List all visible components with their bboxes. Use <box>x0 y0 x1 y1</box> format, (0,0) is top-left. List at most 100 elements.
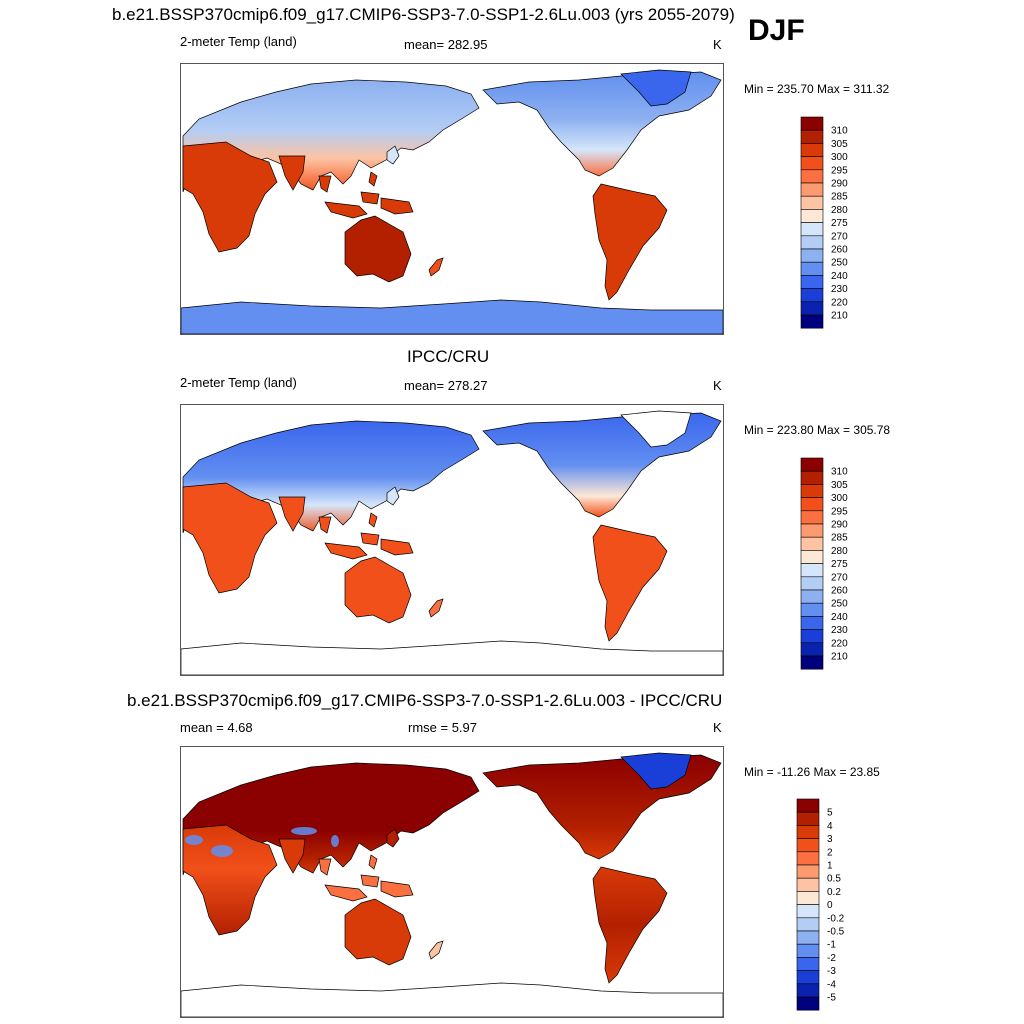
landmass-greenland <box>620 752 692 790</box>
colorbar-box <box>796 891 820 905</box>
colorbar-box <box>796 943 820 958</box>
landmass-africa <box>182 141 278 253</box>
colorbar-box <box>800 484 824 498</box>
colorbar-box <box>800 536 824 551</box>
landmass-antarctica <box>181 299 723 334</box>
colorbar-box <box>800 550 824 564</box>
panel-2-title: IPCC/CRU <box>407 347 490 366</box>
cold-bias-patch <box>211 845 233 857</box>
cold-bias-patch <box>291 827 317 835</box>
colorbar-box <box>796 877 820 892</box>
landmass-seasia <box>318 171 414 219</box>
colorbar-box <box>796 983 820 998</box>
landmass-samerica <box>592 524 668 642</box>
colorbar-box <box>796 957 820 971</box>
colorbar-tick-label: 285 <box>831 533 848 544</box>
colorbar-box <box>796 838 820 853</box>
colorbar-box <box>800 209 824 223</box>
landmass-samerica <box>592 183 668 301</box>
colorbar-tick-label: 230 <box>831 625 848 636</box>
panel-3-map <box>180 746 724 1018</box>
colorbar-box <box>800 248 824 263</box>
panel-3-minmax-label: Min = -11.26 Max = 23.85 <box>744 765 880 779</box>
landmass-antarctica <box>181 640 723 675</box>
colorbar-box <box>800 470 824 485</box>
colorbar-box <box>800 497 824 512</box>
colorbar-box <box>800 275 824 289</box>
landmass-greenland <box>620 69 692 107</box>
landmass-india <box>278 155 306 191</box>
colorbar-tick-label: 250 <box>831 258 848 269</box>
panel-1-variable-label: 2-meter Temp (land) <box>180 34 297 49</box>
landmass-india <box>278 838 306 874</box>
cold-bias-patch <box>185 835 203 845</box>
colorbar-box <box>800 589 824 604</box>
colorbar-tick-label: -0.5 <box>827 927 845 938</box>
landmass-samerica <box>592 866 668 984</box>
colorbar-box <box>796 798 820 813</box>
colorbar-tick-label: 1 <box>827 861 833 872</box>
colorbar-tick-label: 2 <box>827 847 833 858</box>
panel-1-minmax-label: Min = 235.70 Max = 311.32 <box>744 82 890 96</box>
colorbar-tick-label: 260 <box>831 245 848 256</box>
panel-2-variable-label: 2-meter Temp (land) <box>180 375 297 390</box>
colorbar-box <box>800 616 824 630</box>
colorbar-tick-label: 3 <box>827 834 833 845</box>
season-label: DJF <box>748 14 805 47</box>
colorbar-tick-label: 290 <box>831 520 848 531</box>
panel-3-units-label: K <box>713 720 722 735</box>
colorbar-tick-label: 275 <box>831 218 848 229</box>
colorbar-box <box>800 629 824 644</box>
colorbar-tick-label: 270 <box>831 231 848 242</box>
colorbar-tick-label: 0 <box>827 900 833 911</box>
panel-2-map <box>180 404 724 676</box>
colorbar-box <box>800 314 824 329</box>
panel-1-map <box>180 63 724 335</box>
colorbar-box <box>796 825 820 839</box>
panel-3-mean-label: mean = 4.68 <box>180 720 253 735</box>
main-title: b.e21.BSSP370cmip6.f09_g17.CMIP6-SSP3-7.… <box>112 5 735 24</box>
panel-2-minmax-label: Min = 223.80 Max = 305.78 <box>744 423 891 437</box>
colorbar-box <box>800 116 824 131</box>
landmass-africa <box>182 824 278 936</box>
colorbar-box <box>796 996 820 1011</box>
colorbar-box <box>800 261 824 276</box>
colorbar-box <box>800 169 824 184</box>
landmass-japan <box>386 145 400 165</box>
panel-3-title: b.e21.BSSP370cmip6.f09_g17.CMIP6-SSP3-7.… <box>127 691 723 710</box>
panel-2-mean-label: mean= 278.27 <box>404 378 488 393</box>
colorbar-tick-label: 275 <box>831 559 848 570</box>
landmass-seasia <box>318 854 414 902</box>
colorbar-tick-label: 305 <box>831 139 848 150</box>
colorbar-box <box>800 182 824 197</box>
colorbar-box <box>800 523 824 538</box>
colorbar-tick-label: 5 <box>827 808 833 819</box>
colorbar-box <box>800 301 824 316</box>
colorbar-tick-label: -3 <box>827 966 836 977</box>
colorbar-box <box>800 602 824 617</box>
colorbar-box <box>796 930 820 945</box>
landmass-nz <box>428 940 444 960</box>
colorbar-tick-label: 300 <box>831 152 848 163</box>
colorbar-tick-label: 310 <box>831 467 848 478</box>
colorbar-box <box>800 457 824 472</box>
cold-bias-patch <box>331 835 339 847</box>
landmass-nz <box>428 257 444 277</box>
panel-2-units-label: K <box>713 378 722 393</box>
colorbar-tick-label: 295 <box>831 165 848 176</box>
colorbar-tick-label: 4 <box>827 821 833 832</box>
panel-1-colorbar: 310 305 300 295 290 285 280 275 270 260 250 240 230 2… <box>800 116 880 329</box>
colorbar-box <box>796 917 820 932</box>
colorbar-box <box>800 235 824 250</box>
colorbar-box <box>800 563 824 578</box>
landmass-japan <box>386 828 400 848</box>
landmass-nz <box>428 598 444 618</box>
colorbar-tick-label: 280 <box>831 205 848 216</box>
panel-1-mean-label: mean= 282.95 <box>404 37 488 52</box>
colorbar-box <box>800 156 824 171</box>
colorbar-tick-label: 310 <box>831 126 848 137</box>
panel-3-rmse-label: rmse = 5.97 <box>408 720 478 735</box>
colorbar-tick-label: -4 <box>827 979 836 990</box>
colorbar-box <box>800 143 824 157</box>
colorbar-box <box>800 129 824 144</box>
